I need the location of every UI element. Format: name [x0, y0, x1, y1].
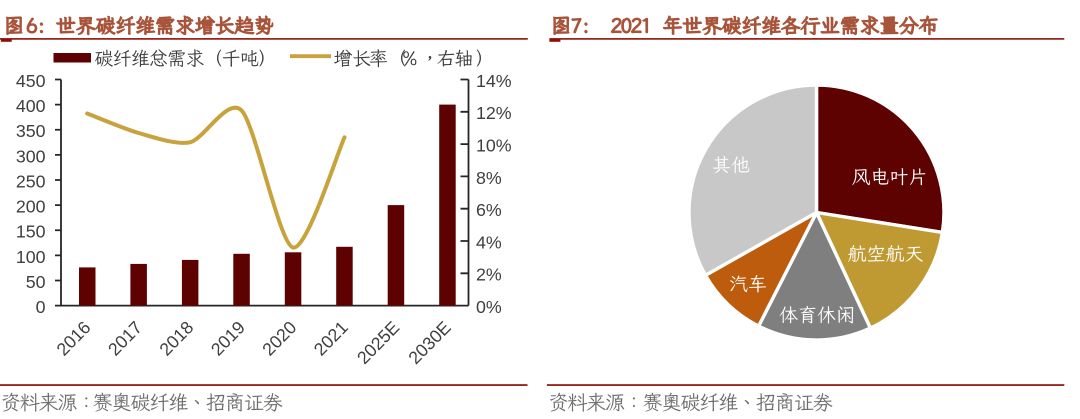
svg-text:0%: 0%: [476, 297, 502, 317]
svg-text:100: 100: [16, 247, 46, 267]
svg-text:350: 350: [16, 121, 46, 141]
svg-text:6%: 6%: [476, 200, 502, 220]
svg-text:8%: 8%: [476, 168, 502, 188]
svg-text:250: 250: [16, 171, 46, 191]
svg-text:400: 400: [16, 96, 46, 116]
svg-text:12%: 12%: [476, 103, 512, 123]
svg-text:14%: 14%: [476, 71, 512, 91]
svg-text:50: 50: [26, 272, 46, 292]
svg-text:4%: 4%: [476, 232, 502, 252]
svg-text:200: 200: [16, 197, 46, 217]
svg-text:150: 150: [16, 222, 46, 242]
svg-text:450: 450: [16, 71, 46, 91]
svg-text:0: 0: [36, 297, 46, 317]
svg-text:10%: 10%: [476, 136, 512, 156]
svg-text:2%: 2%: [476, 265, 502, 285]
svg-text:300: 300: [16, 146, 46, 166]
